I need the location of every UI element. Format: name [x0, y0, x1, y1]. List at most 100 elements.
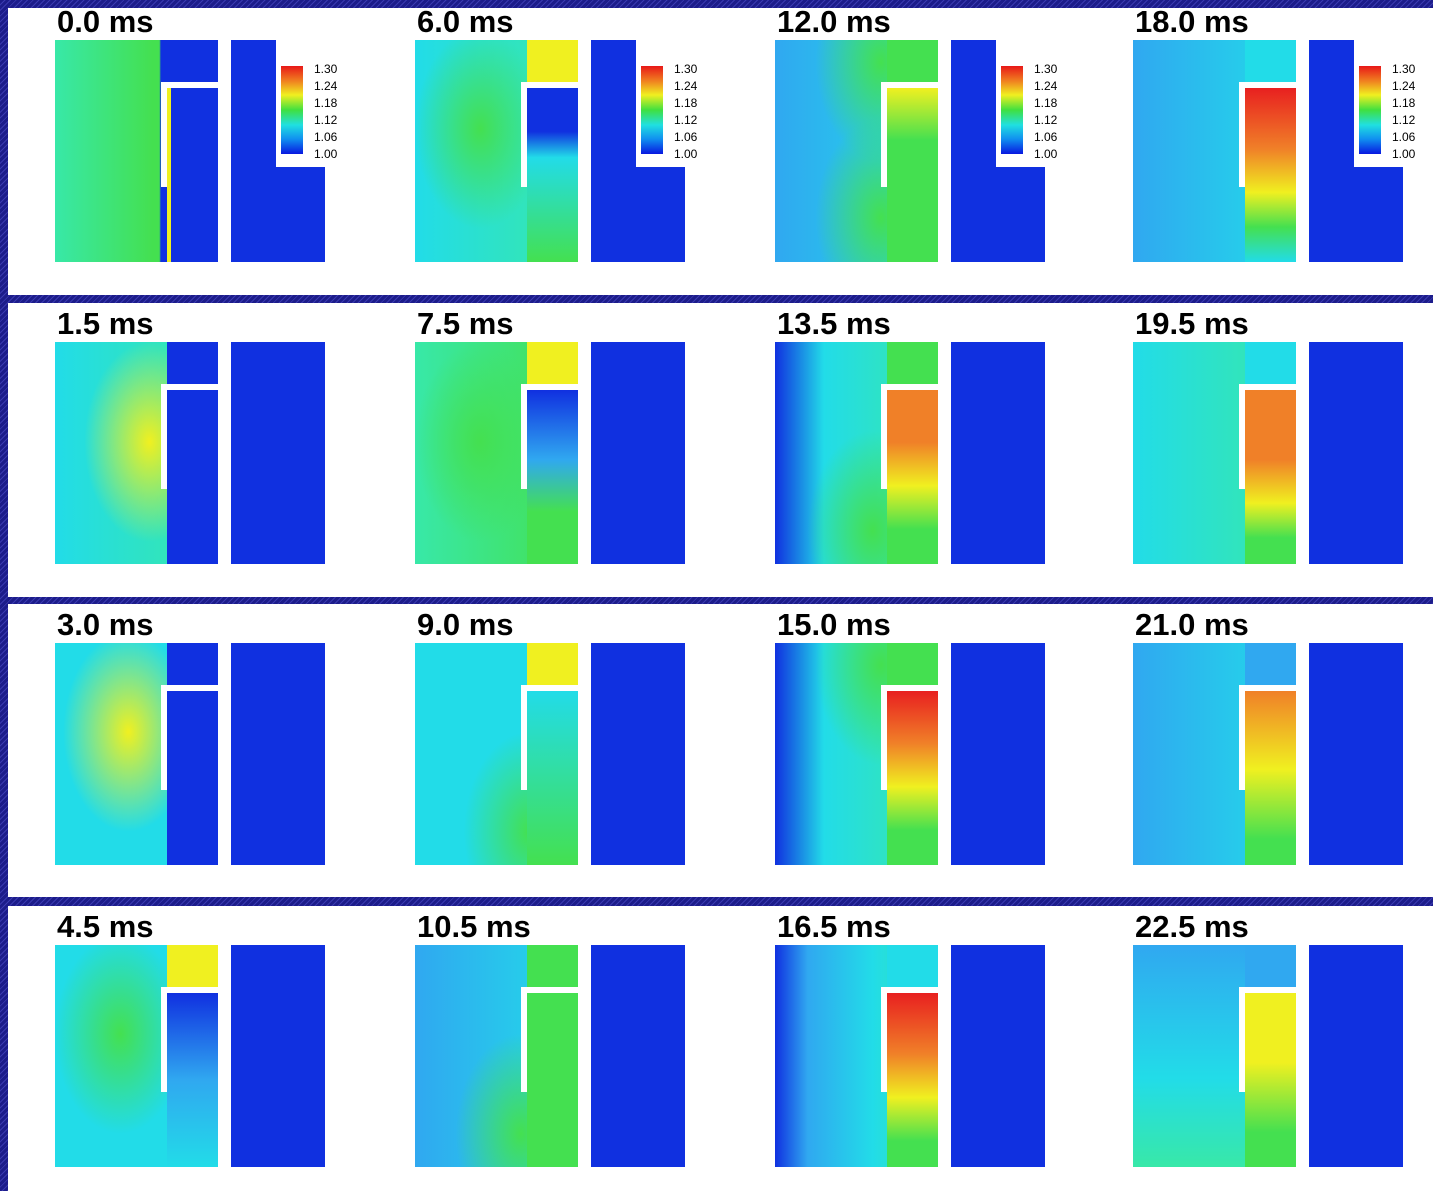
panel: 22.5 ms: [1133, 905, 1413, 1175]
field-upper: [167, 643, 218, 685]
solid-block: [231, 945, 325, 1167]
colorbar-tick-label: 1.24: [314, 80, 337, 92]
colorbar-tick-label: 1.30: [314, 63, 337, 75]
colorbar-tick-label: 1.00: [1392, 148, 1415, 160]
field-inner: [1245, 390, 1296, 564]
panel: 4.5 ms: [55, 905, 335, 1175]
colorbar-tick-label: 1.30: [1034, 63, 1057, 75]
panel-label: 15.0 ms: [777, 609, 891, 640]
field-upper: [527, 40, 578, 82]
wall-top: [1241, 685, 1296, 691]
panel-label: 18.0 ms: [1135, 6, 1249, 37]
colorbar-tick-label: 1.12: [1034, 114, 1057, 126]
wall-top: [1241, 82, 1296, 88]
solid-block: [951, 945, 1045, 1167]
wall-top: [883, 987, 938, 993]
wall-side: [881, 987, 887, 1092]
colorbar-tick-label: 1.06: [1392, 131, 1415, 143]
field-upper: [1245, 643, 1296, 685]
wall-top: [523, 685, 578, 691]
panel-label: 10.5 ms: [417, 911, 531, 942]
field-upper: [527, 342, 578, 384]
panel-label: 9.0 ms: [417, 609, 514, 640]
wall-side: [161, 384, 167, 489]
panel: 9.0 ms: [415, 603, 695, 873]
wall-side: [521, 685, 527, 790]
field-inner: [1245, 993, 1296, 1167]
solid-block: [591, 342, 685, 564]
panel: 16.5 ms: [775, 905, 1055, 1175]
wall-side: [881, 384, 887, 489]
wall-top: [163, 685, 218, 691]
colorbar-tick-label: 1.18: [674, 97, 697, 109]
solid-block: [231, 342, 325, 564]
slide: (() => { const data = JSON.parse(documen…: [0, 0, 1433, 1191]
field-upper: [167, 40, 218, 82]
solid-block: [231, 643, 325, 865]
panel: 19.5 ms: [1133, 302, 1413, 572]
panel-label: 0.0 ms: [57, 6, 154, 37]
field-inner: [887, 691, 938, 865]
panel-label: 19.5 ms: [1135, 308, 1249, 339]
wall-top: [1241, 987, 1296, 993]
field-inner: [887, 993, 938, 1167]
colorbar-tick-label: 1.06: [674, 131, 697, 143]
field-inner: [527, 88, 578, 262]
wall-side: [521, 987, 527, 1092]
field-inner: [167, 691, 218, 865]
colorbar-tick-label: 1.30: [674, 63, 697, 75]
wall-top: [163, 82, 218, 88]
wall-top: [523, 987, 578, 993]
wall-top: [1241, 384, 1296, 390]
panel: 10.5 ms: [415, 905, 695, 1175]
field-upper: [167, 342, 218, 384]
wall-side: [1239, 384, 1245, 489]
field-inner: [167, 88, 218, 262]
wall-top: [523, 384, 578, 390]
colorbar-tick-label: 1.24: [1392, 80, 1415, 92]
field-upper: [887, 342, 938, 384]
field-upper: [1245, 342, 1296, 384]
wall-side: [161, 82, 167, 187]
colorbar-tick-label: 1.30: [1392, 63, 1415, 75]
colorbar-tick-label: 1.00: [314, 148, 337, 160]
solid-block: [591, 945, 685, 1167]
field-upper: [527, 945, 578, 987]
field-inner: [167, 390, 218, 564]
colorbar-tick-label: 1.06: [1034, 131, 1057, 143]
colorbar-tick-label: 1.00: [1034, 148, 1057, 160]
solid-block: [951, 643, 1045, 865]
wall-top: [523, 82, 578, 88]
panel: 3.0 ms: [55, 603, 335, 873]
wall-side: [161, 987, 167, 1092]
colorbar: [1001, 66, 1023, 154]
colorbar-tick-label: 1.24: [1034, 80, 1057, 92]
panel-label: 7.5 ms: [417, 308, 514, 339]
wall-side: [521, 82, 527, 187]
field-upper: [1245, 945, 1296, 987]
solid-block: [951, 342, 1045, 564]
wall-side: [881, 685, 887, 790]
panel-label: 6.0 ms: [417, 6, 514, 37]
field-inner: [1245, 691, 1296, 865]
colorbar-tick-label: 1.00: [674, 148, 697, 160]
solid-block: [1309, 342, 1403, 564]
wall-top: [883, 82, 938, 88]
panel-label: 22.5 ms: [1135, 911, 1249, 942]
field-upper: [887, 40, 938, 82]
field-upper: [167, 945, 218, 987]
panel-label: 1.5 ms: [57, 308, 154, 339]
panel-label: 12.0 ms: [777, 6, 891, 37]
colorbar-tick-label: 1.12: [674, 114, 697, 126]
colorbar-tick-label: 1.18: [314, 97, 337, 109]
colorbar: [641, 66, 663, 154]
colorbar: [1359, 66, 1381, 154]
panel-label: 3.0 ms: [57, 609, 154, 640]
field-inner: [887, 390, 938, 564]
solid-block: [591, 643, 685, 865]
panel: 13.5 ms: [775, 302, 1055, 572]
